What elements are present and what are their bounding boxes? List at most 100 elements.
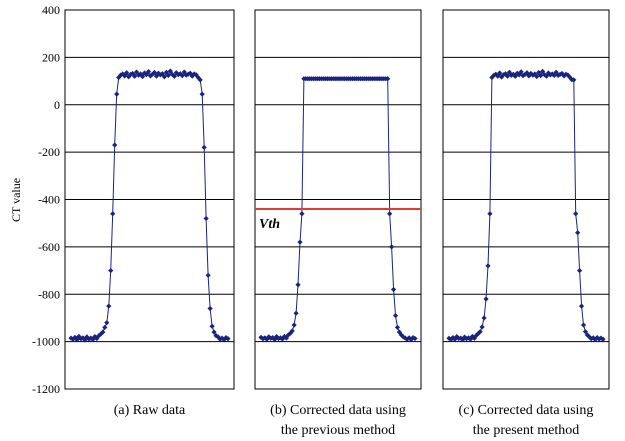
data-point (130, 70, 136, 77)
y-tick-label: 200 (42, 50, 60, 64)
data-point (561, 73, 567, 79)
data-point (114, 91, 120, 97)
data-point (223, 334, 229, 341)
data-point (72, 334, 78, 340)
data-point (555, 72, 561, 78)
data-point (197, 77, 203, 83)
data-point (502, 71, 509, 77)
data-point (538, 73, 544, 79)
data-point (82, 337, 88, 343)
data-point (106, 303, 112, 309)
data-point (528, 70, 534, 77)
data-point (580, 322, 587, 328)
data-point (471, 335, 477, 341)
data-point (289, 328, 295, 334)
data-point (410, 334, 416, 341)
data-point (483, 296, 489, 302)
data-point (293, 310, 299, 316)
data-point (86, 336, 92, 342)
data-point (151, 69, 158, 76)
data-point (277, 335, 284, 341)
data-point (592, 336, 598, 343)
data-point (600, 336, 606, 342)
data-point (260, 336, 266, 342)
y-tick-label: -400 (38, 193, 60, 207)
data-point (183, 72, 189, 78)
data-point (479, 324, 485, 330)
y-tick-label: 0 (54, 98, 60, 112)
data-point (74, 337, 80, 343)
data-point (207, 305, 213, 312)
data-point (454, 334, 460, 340)
data-point (582, 329, 589, 335)
plot-frame (254, 9, 422, 390)
y-tick-label: -800 (38, 287, 60, 301)
data-point (126, 74, 132, 80)
data-point (80, 335, 86, 341)
data-point (400, 334, 406, 340)
data-point (467, 336, 474, 342)
panel-a-raw-data: (a) Raw data (64, 9, 235, 418)
data-point (387, 211, 393, 217)
data-point (481, 315, 487, 321)
data-point (461, 334, 468, 340)
data-point (68, 335, 74, 341)
data-point (90, 336, 96, 343)
panel-caption: (c) Corrected data using (459, 403, 594, 418)
data-point (551, 72, 557, 78)
data-point (385, 76, 391, 82)
data-point (167, 68, 173, 74)
data-point (171, 73, 177, 79)
data-point (520, 73, 526, 79)
data-point (588, 336, 594, 342)
data-point (124, 70, 130, 76)
data-point (199, 91, 205, 97)
data-point (448, 336, 454, 343)
data-point (577, 267, 583, 274)
data-point (110, 211, 116, 217)
data-point (221, 337, 227, 343)
data-point (394, 324, 401, 331)
data-point (201, 144, 207, 150)
data-point (211, 329, 217, 335)
data-point (578, 303, 585, 309)
data-point (78, 336, 84, 342)
data-point (279, 336, 286, 342)
panel-caption: the present method (473, 423, 580, 438)
data-point (406, 335, 412, 341)
data-point (571, 77, 577, 83)
data-point (270, 334, 276, 341)
data-point (575, 230, 581, 236)
data-point (88, 335, 94, 341)
panel-b-previous-method: Vth (b) Corrected data using the previous … (254, 9, 422, 438)
data-point (465, 335, 472, 341)
data-point (145, 68, 152, 75)
data-point (565, 72, 571, 78)
panel-c-present-method: (c) Corrected data using the present meth… (442, 9, 610, 438)
series-line (70, 70, 229, 341)
data-point (112, 142, 118, 148)
data-point (590, 335, 596, 341)
data-point (534, 73, 540, 80)
data-point (131, 73, 138, 79)
data-point (530, 72, 536, 78)
data-point (518, 69, 524, 75)
data-point (108, 267, 114, 274)
data-point (205, 272, 211, 278)
data-point (139, 73, 146, 80)
data-point (539, 68, 546, 74)
data-point (598, 335, 604, 341)
data-point (102, 324, 108, 331)
y-tick-label: -1200 (32, 382, 60, 396)
data-point (392, 312, 399, 319)
data-point (94, 335, 100, 342)
data-point (485, 263, 491, 269)
y-tick-label: 400 (42, 3, 60, 17)
data-point (273, 334, 280, 340)
data-point (217, 336, 223, 342)
data-point (291, 322, 297, 328)
data-point (497, 70, 503, 76)
data-point (396, 329, 403, 335)
plot-frame (64, 9, 235, 390)
y-axis-label: CT value (9, 178, 23, 222)
